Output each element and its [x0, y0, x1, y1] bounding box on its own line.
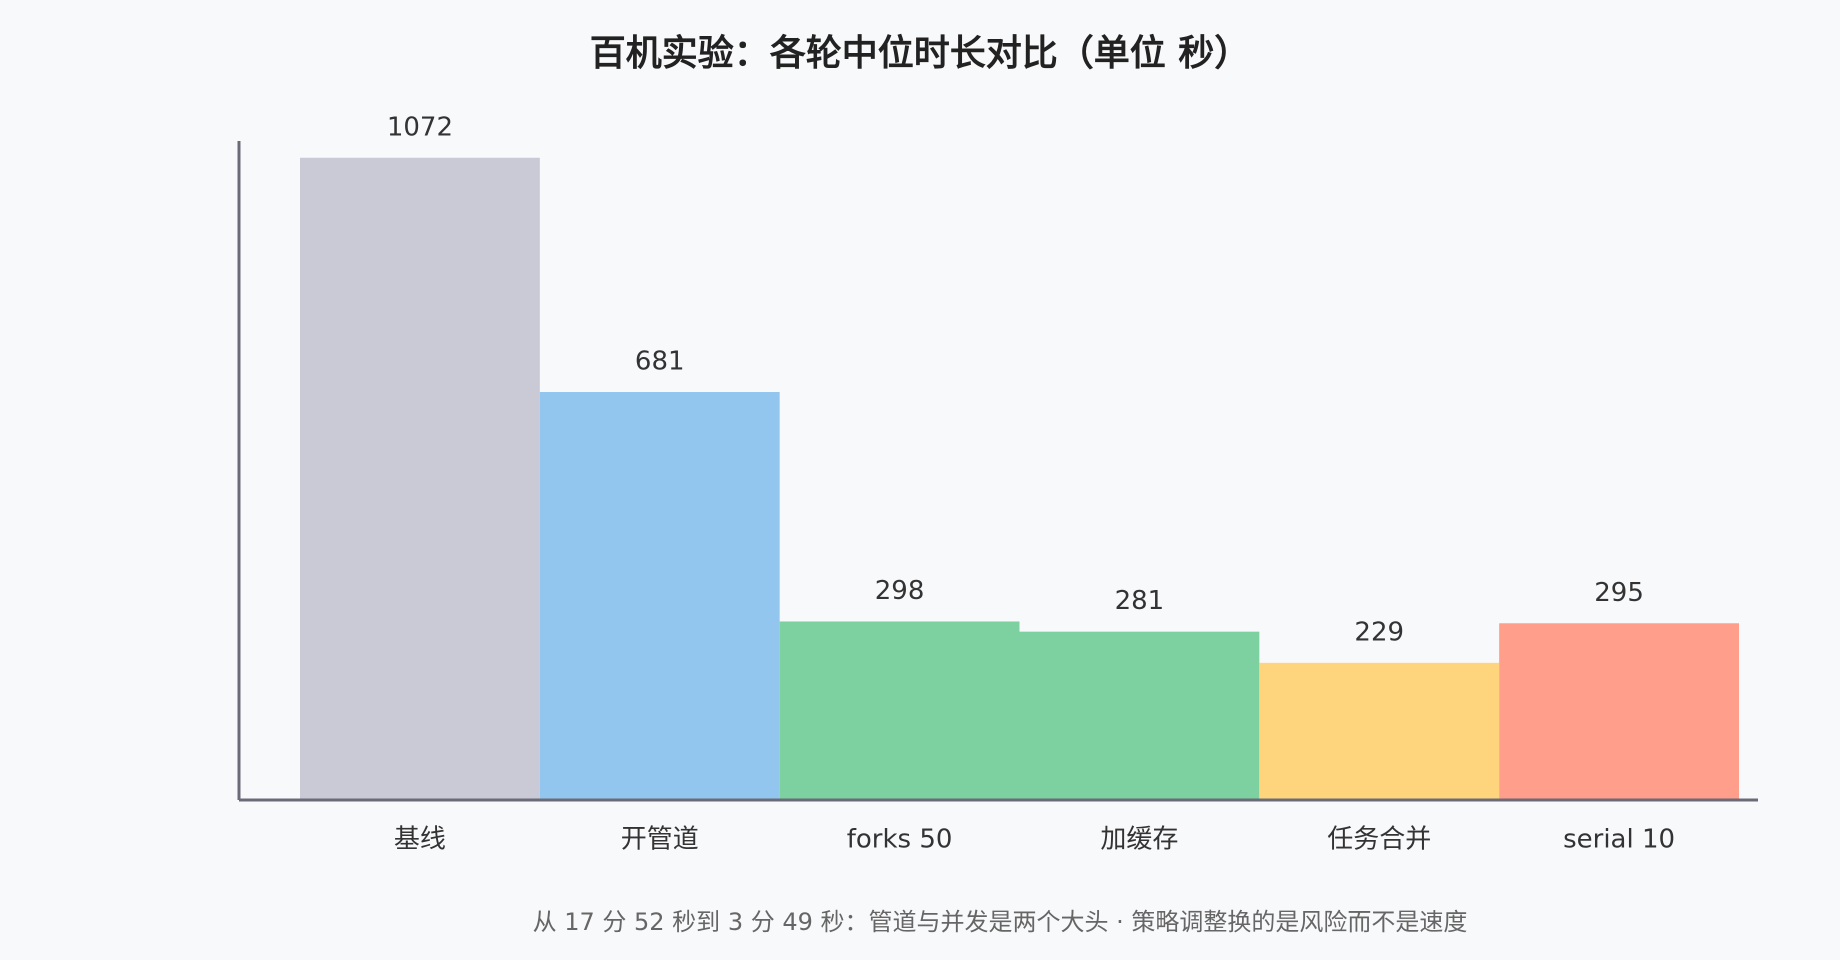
value-label: 281: [1115, 586, 1165, 616]
bar: [539, 392, 780, 800]
value-label: 229: [1354, 617, 1404, 647]
chart-subtitle: 从 17 分 52 秒到 3 分 49 秒：管道与并发是两个大头 · 策略调整换…: [533, 908, 1468, 936]
x-tick-label: serial 10: [1563, 825, 1675, 855]
value-label: 298: [875, 576, 925, 606]
bar: [1499, 623, 1739, 800]
chart-title: 百机实验：各轮中位时长对比（单位 秒）: [590, 33, 1251, 74]
value-label: 295: [1594, 578, 1644, 608]
x-tick-label: 任务合并: [1327, 825, 1431, 855]
x-tick-label: 加缓存: [1100, 825, 1178, 855]
value-label: 681: [635, 347, 685, 377]
bar: [300, 157, 540, 801]
bar: [1259, 662, 1500, 800]
x-tick-label: 基线: [394, 825, 446, 855]
bar: [1019, 631, 1260, 800]
x-tick-label: 开管道: [621, 825, 699, 855]
bar: [779, 621, 1020, 800]
value-label: 1072: [387, 112, 453, 142]
x-tick-label: forks 50: [847, 825, 953, 855]
